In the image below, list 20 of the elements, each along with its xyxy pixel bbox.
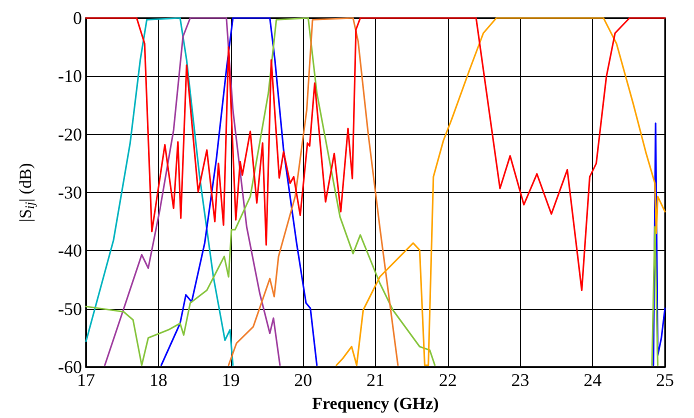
line-series (652, 122, 666, 366)
y-tick-label: -20 (58, 124, 82, 144)
y-tick-label: -30 (58, 182, 82, 202)
x-tick-label: 20 (294, 370, 312, 390)
y-axis-title: |Sij| (dB) (16, 163, 37, 222)
x-tick-label: 21 (366, 370, 384, 390)
x-tick-label: 23 (511, 370, 530, 390)
x-tick-label: 25 (656, 370, 674, 390)
x-axis-title: Frequency (GHz) (312, 394, 439, 413)
y-tick-label: 0 (73, 8, 82, 28)
line-series (160, 17, 318, 366)
y-tick-label: -50 (58, 298, 82, 319)
x-tick-label: 24 (584, 370, 602, 390)
line-series (104, 17, 281, 366)
y-tick-label: -10 (58, 66, 82, 86)
line-series (228, 17, 399, 366)
y-tick-label: -40 (58, 240, 82, 261)
x-tick-label: 22 (438, 370, 457, 390)
x-tick-label: 18 (149, 370, 168, 390)
x-tick-label: 19 (222, 370, 240, 390)
